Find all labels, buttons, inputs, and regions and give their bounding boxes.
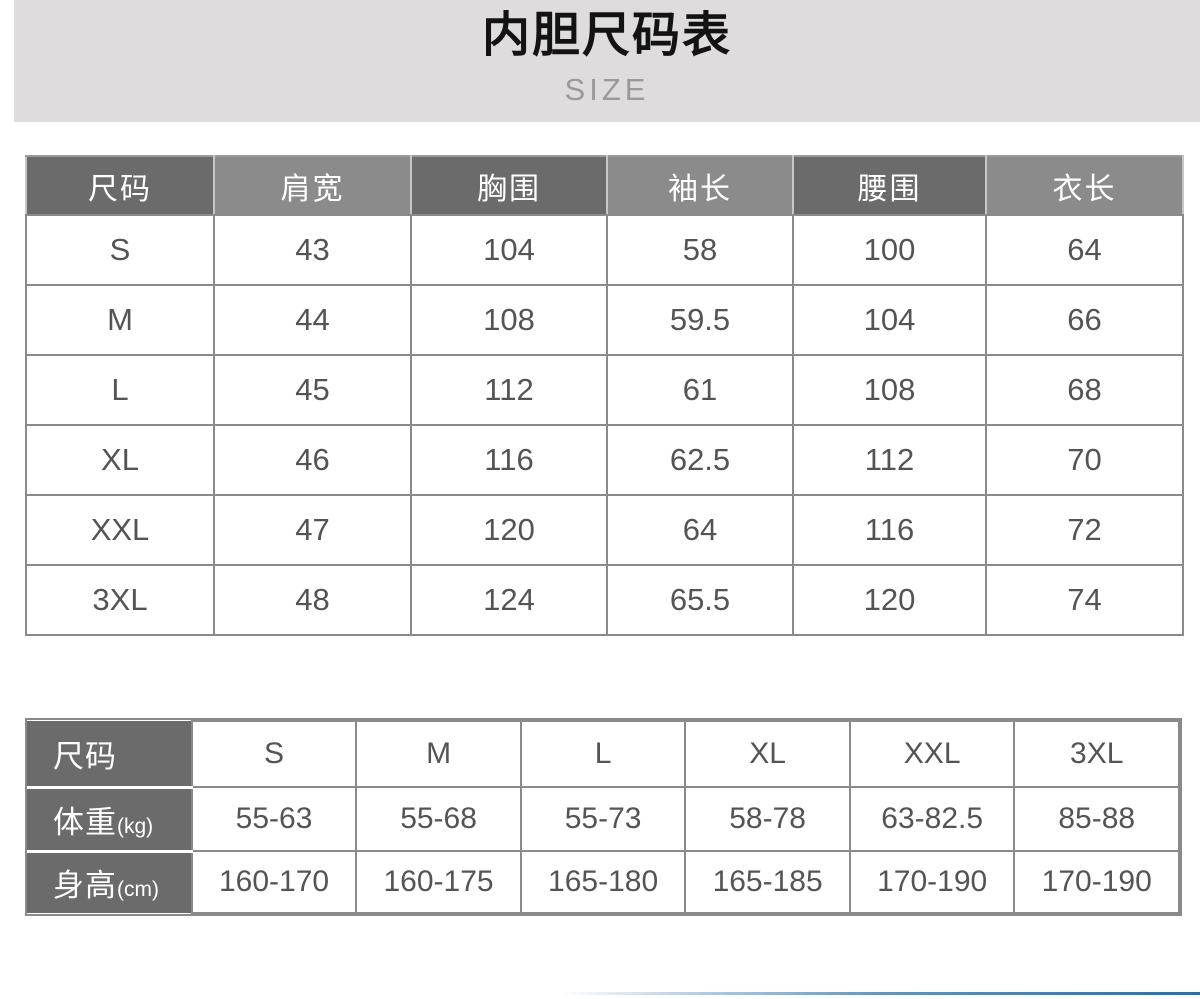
weight-range-cell: 55-63 [190, 786, 358, 852]
measurement-cell: 46 [213, 424, 412, 496]
weight-range-cell: 55-73 [519, 786, 687, 852]
table-row-xxl: XXL 47 120 64 116 72 [25, 494, 1184, 566]
bottom-accent-line [560, 992, 1200, 995]
measurement-cell: 58 [606, 214, 794, 286]
fit-size-cell: 3XL [1013, 720, 1180, 788]
measurement-cell: 120 [792, 564, 987, 636]
column-header-sleeve: 袖长 [606, 155, 794, 216]
measurement-cell: 112 [410, 354, 608, 426]
row-header-weight-label: 体重 [53, 804, 117, 840]
row-header-height: 身高(cm) [27, 849, 193, 913]
column-header-waist: 腰围 [792, 155, 987, 216]
weight-range-cell: 58-78 [684, 786, 851, 852]
fit-table-height-row: 身高(cm) 160-170 160-175 165-180 165-185 1… [27, 849, 1180, 914]
table-row-m: M 44 108 59.5 104 66 [25, 284, 1184, 356]
row-header-height-unit: (cm) [117, 878, 159, 902]
fit-table-size-row: 尺码 S M L XL XXL 3XL [27, 720, 1180, 789]
measurement-cell: 112 [792, 424, 987, 496]
height-range-cell: 170-190 [848, 850, 1016, 914]
measurement-cell: 116 [792, 494, 987, 566]
measurement-cell: 44 [213, 284, 412, 356]
table-row-3xl: 3XL 48 124 65.5 120 74 [25, 564, 1184, 636]
row-header-weight: 体重(kg) [27, 785, 193, 853]
weight-range-cell: 55-68 [355, 786, 522, 852]
measurement-cell: 48 [213, 564, 412, 636]
measurement-cell: 100 [792, 214, 987, 286]
height-range-cell: 165-180 [519, 850, 687, 914]
height-range-cell: 160-175 [355, 850, 522, 914]
weight-range-cell: 85-88 [1013, 786, 1180, 852]
size-label-cell: L [25, 354, 215, 426]
fit-size-cell: L [519, 720, 687, 788]
column-header-shoulder: 肩宽 [213, 155, 412, 216]
height-range-cell: 165-185 [684, 850, 851, 914]
weight-range-cell: 63-82.5 [848, 786, 1016, 852]
size-label-cell: XL [25, 424, 215, 496]
page-subtitle: SIZE [564, 71, 650, 107]
table-row-s: S 43 104 58 100 64 [25, 214, 1184, 286]
measurement-cell: 74 [985, 564, 1184, 636]
size-table-header-row: 尺码 肩宽 胸围 袖长 腰围 衣长 [25, 155, 1184, 216]
page-title: 内胆尺码表 [481, 9, 732, 62]
row-header-size: 尺码 [27, 721, 193, 789]
size-label-cell: XXL [25, 494, 215, 566]
fit-size-cell: XL [684, 720, 851, 788]
measurement-cell: 124 [410, 564, 608, 636]
measurement-cell: 108 [410, 284, 608, 356]
fit-table-weight-row: 体重(kg) 55-63 55-68 55-73 58-78 63-82.5 8… [27, 785, 1180, 853]
measurement-cell: 108 [792, 354, 987, 426]
row-header-weight-unit: (kg) [117, 814, 154, 838]
measurement-cell: 59.5 [606, 284, 794, 356]
measurement-cell: 68 [985, 354, 1184, 426]
fit-size-cell: M [355, 720, 522, 788]
measurement-cell: 104 [410, 214, 608, 286]
table-row-l: L 45 112 61 108 68 [25, 354, 1184, 426]
height-range-cell: 170-190 [1013, 850, 1180, 914]
table-row-xl: XL 46 116 62.5 112 70 [25, 424, 1184, 496]
measurement-cell: 120 [410, 494, 608, 566]
measurement-cell: 65.5 [606, 564, 794, 636]
measurement-cell: 62.5 [606, 424, 794, 496]
measurement-cell: 72 [985, 494, 1184, 566]
fit-size-cell: XXL [848, 720, 1016, 788]
measurement-cell: 47 [213, 494, 412, 566]
measurement-cell: 116 [410, 424, 608, 496]
measurement-cell: 43 [213, 214, 412, 286]
height-range-cell: 160-170 [190, 850, 358, 914]
column-header-length: 衣长 [985, 155, 1184, 216]
measurement-cell: 66 [985, 284, 1184, 356]
column-header-size: 尺码 [25, 155, 215, 216]
measurement-cell: 64 [606, 494, 794, 566]
fit-size-cell: S [190, 720, 358, 788]
body-fit-table: 尺码 S M L XL XXL 3XL 体重(kg) 55-63 55-68 5… [27, 720, 1180, 914]
measurement-cell: 61 [606, 354, 794, 426]
column-header-chest: 胸围 [410, 155, 608, 216]
measurement-cell: 70 [985, 424, 1184, 496]
row-header-height-label: 身高 [53, 868, 117, 904]
measurement-cell: 45 [213, 354, 412, 426]
measurement-cell: 64 [985, 214, 1184, 286]
size-label-cell: M [25, 284, 215, 356]
measurement-cell: 104 [792, 284, 987, 356]
size-label-cell: S [25, 214, 215, 286]
size-label-cell: 3XL [25, 564, 215, 636]
size-measurement-table: 尺码 肩宽 胸围 袖长 腰围 衣长 S 43 104 58 100 64 M 4… [25, 155, 1184, 636]
header-band: 内胆尺码表 SIZE [14, 0, 1200, 122]
fit-table-wrapper: 尺码 S M L XL XXL 3XL 体重(kg) 55-63 55-68 5… [25, 718, 1182, 916]
